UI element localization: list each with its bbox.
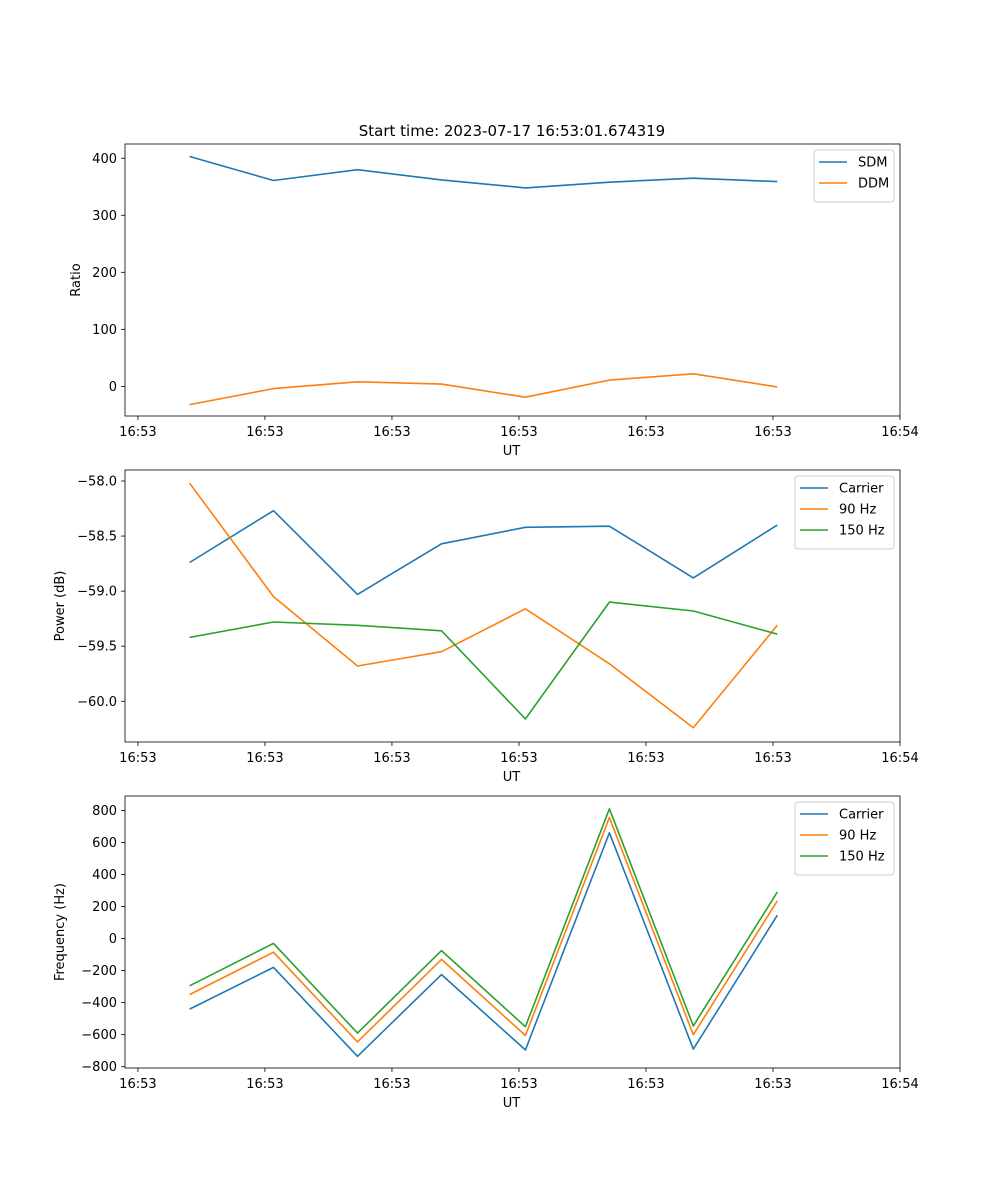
subplot-3: 16:53 16:53 16:53 16:53 16:53 16:53 16:54 −800 −…: [53, 795, 919, 1111]
legend: Carrier 90 Hz 150 Hz: [794, 801, 895, 876]
x-tick-label: 16:53: [373, 425, 410, 440]
x-axis-label: UT: [503, 1096, 521, 1111]
legend-label: SDM: [858, 156, 887, 171]
y-axis-label: Ratio: [69, 263, 84, 296]
y-tick-label: −58.5: [77, 530, 117, 545]
y-tick-label: 0: [109, 932, 117, 947]
x-tick-label: 16:54: [881, 425, 918, 440]
y-axis-label: Frequency (Hz): [53, 883, 68, 981]
legend-label: 90 Hz: [839, 503, 876, 518]
y-tick-label: −400: [81, 996, 117, 1011]
series-line-150-hz: [189, 807, 778, 1034]
x-tick-label: 16:53: [627, 1077, 664, 1092]
series-line-ddm: [189, 372, 778, 406]
x-axis-label: UT: [503, 770, 521, 785]
y-tick-label: −58.0: [77, 475, 117, 490]
figure-title: Start time: 2023-07-17 16:53:01.674319: [359, 122, 665, 140]
y-tick-label: −800: [81, 1060, 117, 1075]
legend: Carrier 90 Hz 150 Hz: [794, 475, 895, 550]
legend-label: Carrier: [839, 808, 884, 823]
x-tick-label: 16:54: [881, 751, 918, 766]
x-tick-label: 16:53: [119, 751, 156, 766]
x-tick-label: 16:53: [373, 751, 410, 766]
x-tick-label: 16:53: [373, 1077, 410, 1092]
x-tick-label: 16:53: [627, 751, 664, 766]
x-tick-label: 16:53: [500, 425, 537, 440]
y-tick-label: 400: [92, 152, 117, 167]
axes-frame: [124, 469, 901, 743]
x-tick-label: 16:53: [627, 425, 664, 440]
x-tick-label: 16:53: [754, 751, 791, 766]
legend-label: Carrier: [839, 482, 884, 497]
axes-frame: [124, 143, 901, 417]
y-tick-label: 600: [92, 836, 117, 851]
series-line-carrier: [189, 831, 778, 1058]
series-line-sdm: [189, 155, 778, 189]
y-axis-label: Power (dB): [53, 571, 68, 642]
x-tick-label: 16:53: [119, 425, 156, 440]
x-tick-label: 16:53: [246, 425, 283, 440]
y-tick-label: 200: [92, 900, 117, 915]
x-tick-label: 16:53: [119, 1077, 156, 1092]
x-tick-label: 16:53: [246, 751, 283, 766]
subplot-2: 16:53 16:53 16:53 16:53 16:53 16:53 16:54 −60.0…: [53, 469, 919, 785]
y-tick-label: 800: [92, 804, 117, 819]
series-line-150-hz: [189, 601, 778, 720]
axes-frame: [124, 795, 901, 1069]
legend: SDM DDM: [813, 149, 895, 203]
y-tick-label: −60.0: [77, 695, 117, 710]
y-tick-label: −200: [81, 964, 117, 979]
series-line-90-hz: [189, 816, 778, 1043]
legend-box: [813, 149, 895, 203]
x-axis-label: UT: [503, 444, 521, 459]
y-tick-label: 200: [92, 266, 117, 281]
y-tick-label: 0: [109, 380, 117, 395]
y-tick-label: 100: [92, 323, 117, 338]
series-line-90-hz: [188, 482, 778, 729]
y-tick-label: −59.0: [77, 585, 117, 600]
x-tick-label: 16:53: [754, 1077, 791, 1092]
x-tick-label: 16:53: [500, 1077, 537, 1092]
legend-label: 90 Hz: [839, 829, 876, 844]
legend-label: 150 Hz: [839, 850, 885, 865]
legend-label: 150 Hz: [839, 524, 885, 539]
y-tick-label: 400: [92, 868, 117, 883]
x-tick-label: 16:54: [881, 1077, 918, 1092]
y-tick-label: −600: [81, 1028, 117, 1043]
subplot-1: 16:53 16:53 16:53 16:53 16:53 16:53 16:54 0 100 2…: [69, 143, 919, 459]
series-line-carrier: [189, 509, 778, 596]
y-tick-label: 300: [92, 209, 117, 224]
x-tick-label: 16:53: [246, 1077, 283, 1092]
y-tick-label: −59.5: [77, 640, 117, 655]
x-tick-label: 16:53: [754, 425, 791, 440]
legend-label: DDM: [858, 177, 889, 192]
x-tick-label: 16:53: [500, 751, 537, 766]
